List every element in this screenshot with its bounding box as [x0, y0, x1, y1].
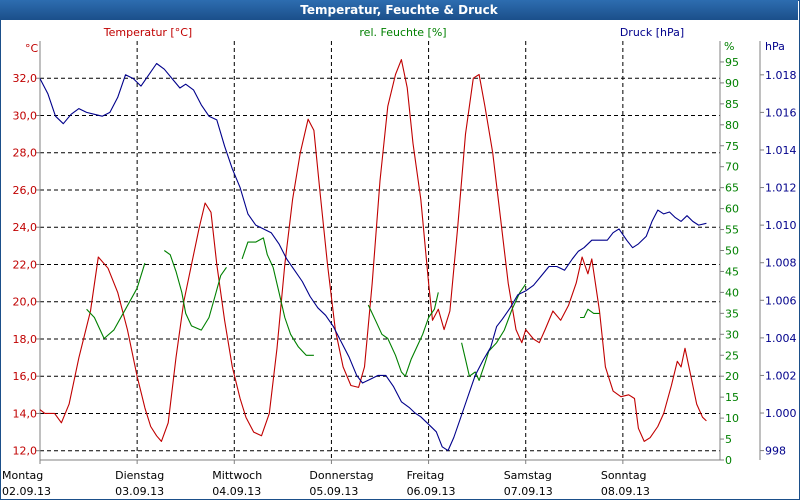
pressure-unit: hPa	[765, 40, 785, 53]
pressure-tick-label: 998	[765, 445, 786, 458]
temperature-tick-label: 14,0	[13, 407, 38, 420]
humidity-tick-label: 35	[725, 307, 739, 320]
humidity-unit: %	[724, 40, 734, 53]
humidity-tick-label: 0	[725, 454, 732, 467]
temperature-series-line	[39, 59, 707, 442]
temperature-tick-label: 20,0	[13, 296, 38, 309]
humidity-axis-label: rel. Feuchte [%]	[359, 26, 446, 39]
pressure-tick-label: 1.002	[765, 369, 797, 382]
humidity-tick-label: 15	[725, 391, 739, 404]
day-name-label: Sonntag	[601, 469, 647, 482]
pressure-tick-label: 1.012	[765, 182, 797, 195]
humidity-series-line	[580, 308, 600, 319]
series-layer	[39, 59, 707, 452]
temperature-tick-label: 30,0	[13, 109, 38, 122]
temperature-tick-label: 28,0	[13, 147, 38, 160]
day-date-label: 07.09.13	[504, 485, 553, 498]
pressure-tick-label: 1.008	[765, 257, 797, 270]
pressure-tick-label: 1.004	[765, 332, 797, 345]
humidity-tick-label: 60	[725, 203, 739, 216]
humidity-tick-label: 90	[725, 77, 739, 90]
humidity-tick-label: 70	[725, 161, 739, 174]
grid-layer	[40, 41, 720, 460]
humidity-tick-label: 5	[725, 433, 732, 446]
pressure-series-line	[39, 62, 707, 452]
humidity-tick-label: 80	[725, 119, 739, 132]
pressure-tick-label: 1.018	[765, 69, 797, 82]
temperature-tick-label: 26,0	[13, 184, 38, 197]
humidity-tick-label: 40	[725, 286, 739, 299]
humidity-tick-label: 50	[725, 245, 739, 258]
humidity-tick-label: 25	[725, 349, 739, 362]
humidity-tick-label: 65	[725, 182, 739, 195]
humidity-series-line	[461, 283, 527, 381]
day-date-label: 04.09.13	[212, 485, 261, 498]
humidity-series-line	[86, 262, 146, 340]
humidity-tick-label: 75	[725, 140, 739, 153]
humidity-tick-label: 85	[725, 98, 739, 111]
chart-title: Temperatur, Feuchte & Druck	[0, 0, 798, 20]
humidity-series-line	[163, 250, 227, 331]
temperature-tick-label: 16,0	[13, 370, 38, 383]
temperature-unit: °C	[25, 42, 39, 55]
axes-layer	[36, 41, 764, 464]
pressure-tick-label: 1.014	[765, 144, 797, 157]
plot-area	[40, 41, 720, 460]
humidity-tick-label: 20	[725, 370, 739, 383]
day-name-label: Montag	[2, 469, 43, 482]
pressure-tick-label: 1.000	[765, 407, 797, 420]
day-date-label: 03.09.13	[115, 485, 164, 498]
temperature-tick-label: 32,0	[13, 72, 38, 85]
temperature-tick-label: 22,0	[13, 258, 38, 271]
humidity-tick-label: 45	[725, 265, 739, 278]
humidity-tick-label: 95	[725, 56, 739, 69]
humidity-series-line	[367, 292, 439, 377]
humidity-tick-label: 10	[725, 412, 739, 425]
pressure-tick-label: 1.016	[765, 106, 797, 119]
humidity-tick-label: 55	[725, 224, 739, 237]
day-name-label: Freitag	[407, 469, 445, 482]
day-date-label: 05.09.13	[309, 485, 358, 498]
pressure-axis-label: Druck [hPa]	[620, 26, 684, 39]
day-name-label: Samstag	[504, 469, 552, 482]
temperature-tick-label: 18,0	[13, 333, 38, 346]
temperature-axis-label: Temperatur [°C]	[103, 26, 192, 39]
day-name-label: Mittwoch	[212, 469, 262, 482]
pressure-tick-label: 1.010	[765, 219, 797, 232]
temperature-tick-label: 24,0	[13, 221, 38, 234]
humidity-series-line	[241, 237, 314, 356]
day-name-label: Dienstag	[115, 469, 164, 482]
day-name-label: Donnerstag	[309, 469, 373, 482]
day-date-label: 06.09.13	[407, 485, 456, 498]
humidity-tick-label: 30	[725, 328, 739, 341]
pressure-tick-label: 1.006	[765, 294, 797, 307]
label-layer: 12,0 14,0 16,0 18,0 20,0 22,0 24,0 26,0 28,0 30,0…	[2, 26, 797, 498]
day-date-label: 08.09.13	[601, 485, 650, 498]
day-date-label: 02.09.13	[2, 485, 51, 498]
temperature-tick-label: 12,0	[13, 445, 38, 458]
